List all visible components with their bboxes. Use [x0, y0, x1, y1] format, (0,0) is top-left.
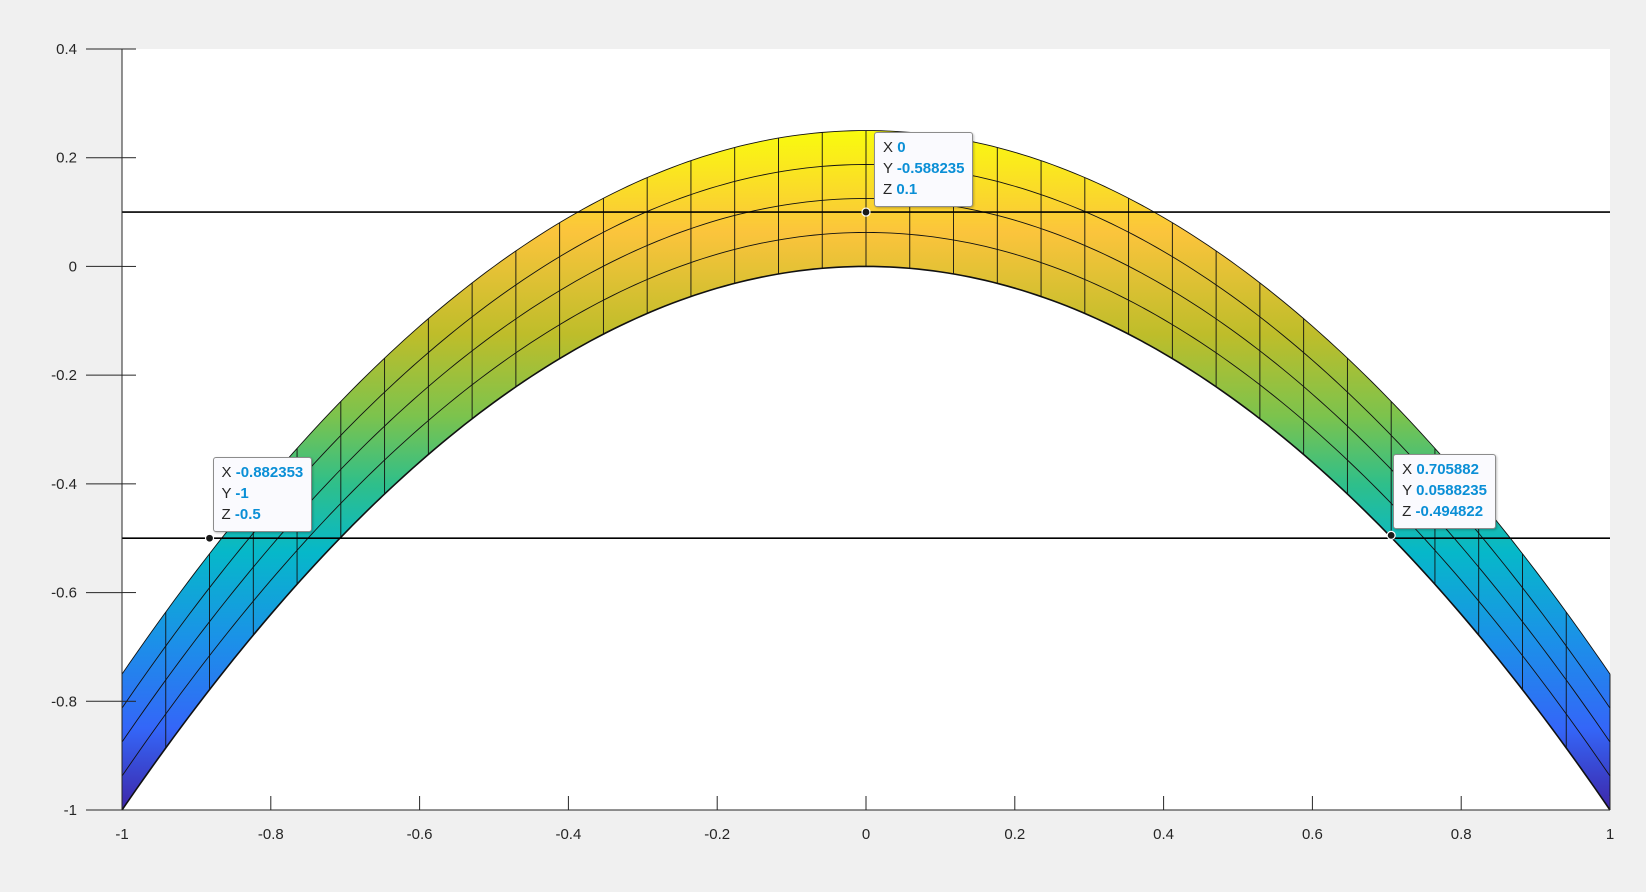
- datatip-row-x: X 0.705882: [1402, 459, 1487, 480]
- datatip-value: 0.0588235: [1416, 482, 1487, 500]
- x-tick-label: -0.8: [258, 826, 284, 843]
- datatip-value: 0.705882: [1416, 461, 1479, 479]
- x-tick-label: 0.8: [1451, 826, 1472, 843]
- datatip-row-x: X 0: [883, 137, 964, 158]
- y-tick-label: -0.8: [51, 693, 77, 710]
- datatip-value: -0.882353: [235, 464, 304, 482]
- datatip-label: Y: [221, 485, 236, 503]
- x-tick-label: -1: [115, 826, 128, 843]
- datatip-label: Z: [1402, 503, 1416, 521]
- x-tick-label: 0.6: [1302, 826, 1323, 843]
- datatip-marker: [204, 533, 215, 543]
- datatip-label: Y: [1402, 482, 1417, 500]
- datatip-value: -0.5: [234, 506, 261, 524]
- axes: -1 -0.8 -0.6 -0.4 -0.2 0 0.2 0.4 0.6 0.8 1 0.4 0.2 0 -…: [51, 41, 1614, 843]
- x-tick-label: 1: [1606, 826, 1614, 843]
- y-tick-label: -0.4: [51, 476, 77, 493]
- mesh-line-horizontal: [121, 265, 1611, 811]
- datatip-value: -1: [235, 485, 249, 503]
- datatip-row-y: Y -1: [222, 483, 304, 504]
- datatip-markers: [204, 207, 1396, 543]
- y-tick-label: 0.4: [56, 41, 77, 58]
- datatip-value: -0.494822: [1415, 503, 1484, 521]
- datatip[interactable]: X 0.705882 Y 0.0588235 Z -0.494822: [1393, 454, 1496, 530]
- datatip-label: X: [221, 464, 236, 482]
- datatip-label: X: [883, 139, 898, 157]
- datatip-row-x: X -0.882353: [222, 462, 304, 483]
- y-tick-label: -0.2: [51, 367, 77, 384]
- datatip-row-z: Z -0.494822: [1402, 501, 1487, 522]
- datatip-label: Z: [883, 181, 897, 199]
- datatip-label: Z: [221, 506, 235, 524]
- datatip-label: X: [1402, 461, 1417, 479]
- y-tick-label: 0.2: [56, 150, 77, 167]
- datatip-row-y: Y -0.588235: [883, 158, 964, 179]
- datatip-row-z: Z -0.5: [222, 504, 304, 525]
- x-tick-label: -0.2: [704, 826, 730, 843]
- x-tick-label: -0.6: [407, 826, 433, 843]
- x-tick-label: 0.2: [1004, 826, 1025, 843]
- datatip-row-z: Z 0.1: [883, 179, 964, 200]
- datatip-value: -0.588235: [896, 160, 965, 178]
- datatip-marker: [1386, 530, 1396, 540]
- datatip-label: Y: [883, 160, 897, 178]
- x-tick-label: -0.4: [555, 826, 581, 843]
- y-tick-label: -0.6: [51, 585, 77, 602]
- x-tick-label: 0: [862, 826, 870, 843]
- y-tick-label: 0: [69, 258, 77, 275]
- y-tick-label: -1: [64, 802, 77, 819]
- datatip-value: 0: [897, 139, 906, 157]
- datatip-marker: [861, 207, 871, 217]
- datatip-row-y: Y 0.0588235: [1402, 480, 1487, 501]
- x-tick-label: 0.4: [1153, 826, 1174, 843]
- datatip[interactable]: X -0.882353 Y -1 Z -0.5: [212, 457, 313, 533]
- datatip-value: 0.1: [896, 181, 918, 199]
